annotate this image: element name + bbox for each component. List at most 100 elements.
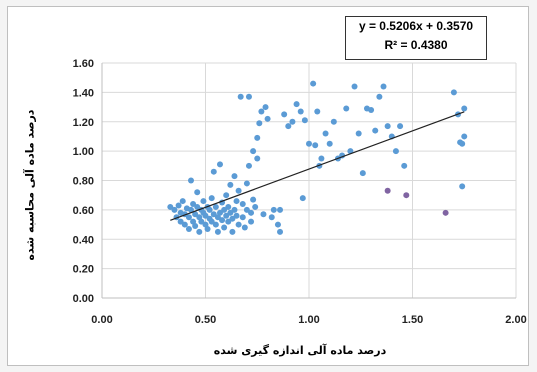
data-point [235,187,242,194]
data-point [264,115,271,122]
data-point [245,162,252,169]
data-point [241,224,248,231]
data-point [254,155,261,162]
data-point [250,196,257,203]
data-point [243,206,250,213]
data-point [401,162,408,169]
data-point [194,189,201,196]
data-point [312,142,319,149]
data-point [227,181,234,188]
data-point [185,225,192,232]
data-point [270,206,277,213]
data-point [185,214,192,221]
data-point [397,123,404,130]
y-tick-label: 0.80 [73,176,94,188]
data-point [461,105,468,112]
y-tick-label: 0.00 [73,293,94,305]
data-point [221,224,228,231]
outlier-point [442,209,449,216]
data-point [208,195,215,202]
data-point [200,198,207,205]
data-point [229,228,236,235]
data-point [274,221,281,228]
data-point [198,218,205,225]
data-point [380,83,387,90]
data-point [293,101,300,108]
data-point [210,211,217,218]
x-tick-label: 2.00 [505,314,526,326]
data-point [216,209,223,216]
data-point [231,206,238,213]
data-point [243,180,250,187]
trendline-r2: R² = 0.4380 [384,38,448,52]
data-point [359,170,366,177]
data-point [248,209,255,216]
data-point [196,228,203,235]
data-point [326,140,333,147]
data-point [281,111,288,118]
data-point [227,209,234,216]
y-axis-label: درصد ماده آلی محاسبه شده [23,109,37,261]
data-point [223,212,230,219]
data-point [250,148,257,155]
data-point [206,206,213,213]
data-point [188,206,195,213]
data-point [210,168,217,175]
data-point [285,123,292,130]
x-axis-label: درصد ماده آلی اندازه گیری شده [213,344,387,357]
data-point [318,155,325,162]
data-point [194,203,201,210]
data-point [202,212,209,219]
y-tick-label: 0.20 [73,264,94,276]
data-point [258,108,265,115]
data-point [392,148,399,155]
data-point [219,217,226,224]
data-point [239,201,246,207]
data-point [459,183,466,190]
data-point [216,161,223,168]
data-point [289,118,296,125]
trendline [170,111,465,221]
trendline-equation: y = 0.5206x + 0.3570 [358,19,474,33]
data-point [376,93,383,100]
data-point [225,218,232,225]
data-point [384,123,391,130]
y-tick-label: 1.60 [73,58,94,70]
y-tick-label: 1.00 [73,146,94,158]
data-point [351,83,358,90]
data-point [299,195,306,202]
data-point [355,130,362,137]
data-point [459,140,466,147]
data-point [268,214,275,221]
data-point [310,80,317,87]
y-tick-label: 0.40 [73,234,94,246]
outlier-point [403,192,410,199]
data-point [277,206,284,213]
y-tick-label: 1.40 [73,87,94,99]
data-point [181,221,188,228]
data-point [252,203,259,210]
data-point [245,93,252,100]
data-point [256,120,263,127]
data-point [372,127,379,134]
data-point [167,203,174,210]
data-point [301,117,308,124]
data-point [179,198,186,205]
data-point [231,173,238,180]
data-point [223,192,230,199]
data-point [306,140,312,147]
data-point [190,201,197,207]
x-tick-label: 0.00 [91,314,112,326]
data-point [237,93,244,100]
data-point [225,203,232,210]
data-point [229,215,236,222]
data-point [175,202,182,209]
x-tick-label: 1.00 [298,314,319,326]
data-point [204,225,211,232]
data-point [254,134,261,141]
data-point [177,218,184,225]
data-point [322,130,329,137]
data-point [212,221,219,228]
x-tick-label: 0.50 [195,314,216,326]
